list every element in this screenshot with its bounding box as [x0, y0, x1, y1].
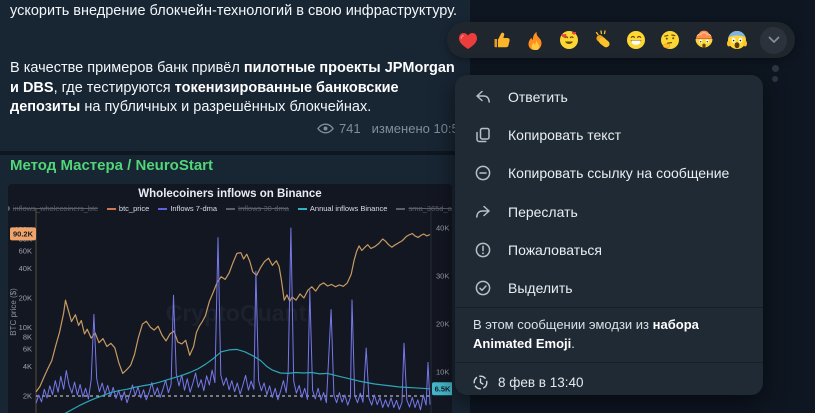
svg-text:10K: 10K	[19, 323, 32, 332]
menu-item-select[interactable]: Выделить	[455, 269, 763, 307]
emoji-pack-note: В этом сообщении эмодзи из набора Animat…	[473, 317, 699, 351]
svg-text:BTC price ($): BTC price ($)	[9, 288, 18, 336]
reaction-clapping-hands[interactable]	[590, 27, 616, 53]
legend-item[interactable]: Annual inflows Binance	[297, 204, 387, 213]
legend-item[interactable]: Inflows 30-dma	[226, 204, 289, 213]
svg-text:10K: 10K	[436, 368, 449, 377]
menu-scroll-dots	[770, 65, 780, 85]
menu-item-label: Пожаловаться	[508, 241, 603, 258]
menu-item-label: Копировать текст	[508, 127, 622, 144]
svg-text:40K: 40K	[19, 264, 32, 273]
menu-item-label: Копировать ссылку на сообщение	[508, 165, 730, 182]
report-icon	[473, 240, 493, 260]
select-icon	[473, 278, 493, 298]
svg-text:CryptoQuant: CryptoQuant	[166, 300, 307, 326]
svg-text:8K: 8K	[23, 333, 32, 342]
svg-text:6K: 6K	[23, 345, 32, 354]
legend-swatch	[297, 207, 307, 210]
message-meta: 741 изменено 10:55	[296, 121, 466, 136]
svg-text:40K: 40K	[436, 224, 449, 233]
message-paragraph: В качестве примеров банк привёл пилотные…	[10, 60, 455, 115]
legend-swatch	[158, 207, 168, 210]
reaction-red-heart[interactable]	[455, 27, 481, 53]
message-paragraph: ускорить внедрение блокчейн-технологий в…	[10, 3, 458, 19]
views-count: 741	[338, 121, 361, 136]
reaction-smiling-face-with-hearts[interactable]	[556, 27, 582, 53]
chart-plot: CryptoQuant100K80K60K40K20K10K8K6K4K2K40…	[9, 208, 452, 413]
legend-swatch	[8, 206, 10, 211]
menu-divider	[455, 362, 763, 364]
legend-item[interactable]: Inflows 7-dma	[158, 204, 217, 213]
reply-icon	[473, 87, 493, 107]
menu-item-copy-text[interactable]: Копировать текст	[455, 116, 763, 154]
legend-swatch	[396, 207, 406, 210]
svg-text:20K: 20K	[19, 294, 32, 303]
reaction-face-screaming-in-fear[interactable]	[725, 27, 751, 53]
chart-legend: inflows_wholecoiners_btc btc_price Inflows…	[8, 204, 452, 213]
menu-item-forward[interactable]: Переслать	[455, 193, 763, 231]
link-icon	[473, 163, 493, 183]
message-bubble: ускорить внедрение блокчейн-технологий в…	[0, 0, 470, 151]
reaction-fire[interactable]	[522, 27, 548, 53]
svg-text:4K: 4K	[23, 362, 32, 371]
svg-text:60K: 60K	[19, 247, 32, 256]
menu-item-reply[interactable]: Ответить	[455, 78, 763, 116]
svg-text:30K: 30K	[436, 272, 449, 281]
views-eye-icon	[317, 122, 334, 135]
copy-icon	[473, 125, 493, 145]
menu-item-label: Ответить	[508, 89, 568, 106]
svg-text:20K: 20K	[436, 320, 449, 329]
svg-text:2K: 2K	[23, 392, 32, 401]
edited-timestamp: изменено 10:55	[371, 121, 466, 136]
chevron-down-icon	[768, 36, 780, 43]
legend-swatch	[106, 207, 116, 210]
legend-item[interactable]: inflows_wholecoiners_btc	[8, 204, 98, 213]
more-reactions-button[interactable]	[760, 26, 788, 54]
chart-image[interactable]: CryptoQuant100K80K60K40K20K10K8K6K4K2K40…	[8, 184, 452, 413]
svg-text:6.5K: 6.5K	[435, 385, 451, 394]
menu-item-label: Переслать	[508, 203, 578, 220]
forward-icon	[473, 202, 493, 222]
menu-item-report[interactable]: Пожаловаться	[455, 231, 763, 269]
chart-title: Wholecoiners inflows on Binance	[138, 188, 322, 200]
message-timestamp: 8 фев в 13:40	[498, 375, 584, 391]
legend-item[interactable]: sma_365d_all	[396, 204, 452, 213]
message-date-row: 8 фев в 13:40	[455, 363, 763, 402]
menu-item-label: Выделить	[508, 280, 573, 297]
context-menu: Ответить Копировать текст Копировать ссы…	[455, 75, 763, 395]
svg-text:90.2K: 90.2K	[13, 230, 34, 239]
reaction-bar	[447, 22, 795, 58]
reaction-thumbs-up[interactable]	[489, 27, 515, 53]
menu-divider	[455, 307, 763, 309]
reaction-grinning-face[interactable]	[624, 27, 650, 53]
menu-item-copy-link[interactable]: Копировать ссылку на сообщение	[455, 154, 763, 192]
channel-title[interactable]: Метод Мастера / NeuroStart	[10, 157, 214, 174]
legend-swatch	[226, 207, 236, 210]
legend-item[interactable]: btc_price	[106, 204, 149, 213]
reaction-exploding-head[interactable]	[691, 27, 717, 53]
reaction-thinking-face[interactable]	[657, 27, 683, 53]
clock-icon	[472, 374, 489, 391]
